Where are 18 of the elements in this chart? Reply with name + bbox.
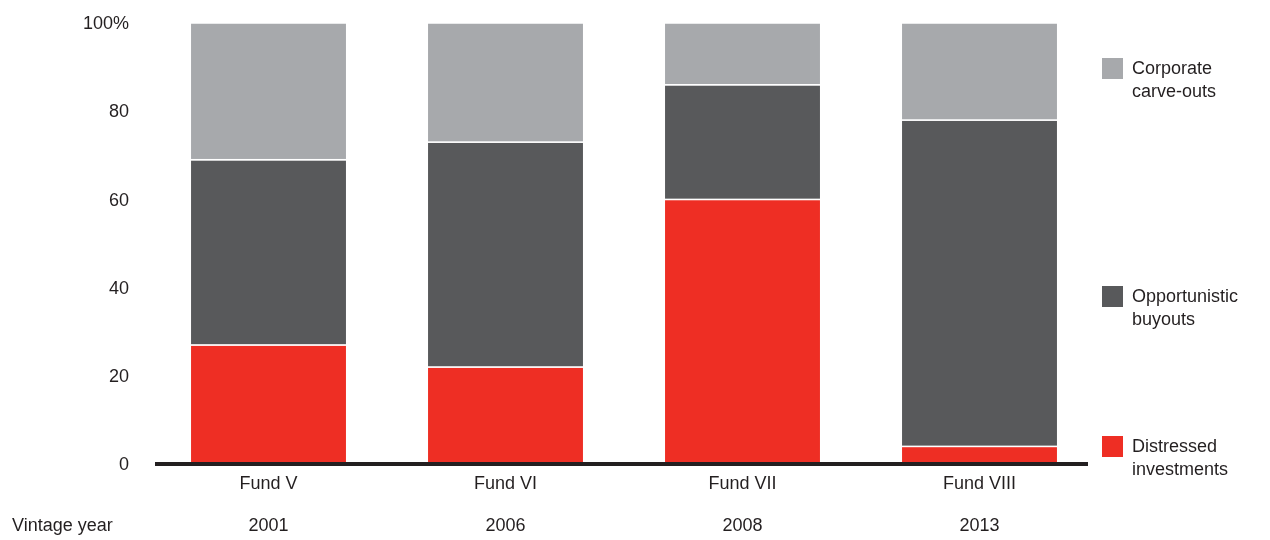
y-tick-label: 100% — [82, 13, 129, 34]
x-tick-label: Fund V — [239, 472, 298, 493]
legend-label: Distressed investments — [1132, 436, 1229, 479]
x-tick-label: Fund VI — [473, 472, 538, 493]
text: 2006 — [485, 515, 526, 535]
y-tick-label: 20 — [108, 366, 129, 387]
y-tick-label: 80 — [108, 101, 129, 122]
y-tick-label: 60 — [108, 189, 129, 210]
x-tick-label: Fund VIII — [942, 472, 1017, 493]
text: 2008 — [722, 515, 763, 535]
y-tick-label: 40 — [108, 277, 129, 298]
x-tick-label: Fund VII — [708, 472, 777, 493]
y-tick-label: 0 — [118, 454, 129, 475]
text: 2013 — [959, 515, 1000, 535]
text: Vintage year — [12, 515, 113, 535]
text: 2001 — [248, 515, 289, 535]
legend-label: Opportunistic buyouts — [1132, 286, 1239, 329]
legend-label: Corporate carve-outs — [1132, 58, 1217, 101]
